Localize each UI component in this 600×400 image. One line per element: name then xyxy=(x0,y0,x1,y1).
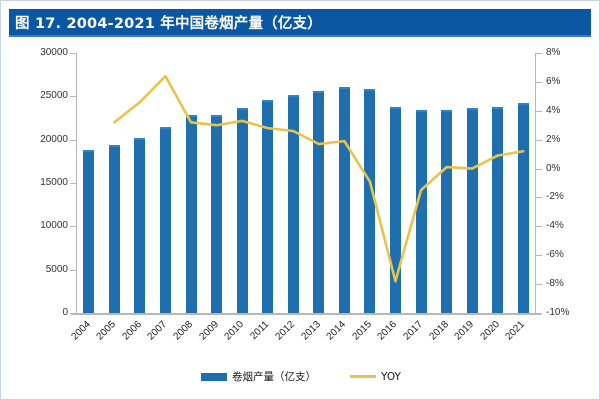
legend-item-production[interactable]: 卷烟产量（亿支） xyxy=(201,369,316,384)
page-title: 图 17. 2004-2021 年中国卷烟产量（亿支） xyxy=(15,15,322,32)
right-axis-tick-mark xyxy=(536,313,542,314)
figure-title-banner: 图 17. 2004-2021 年中国卷烟产量（亿支） xyxy=(9,9,591,35)
bar-2006[interactable] xyxy=(134,137,146,313)
x-axis-label-2010: 2010 xyxy=(222,319,247,343)
left-axis-tick-label: 20000 xyxy=(40,133,68,145)
right-axis-tick-mark xyxy=(536,255,542,257)
bar-2004[interactable] xyxy=(83,150,95,313)
bar-2014[interactable] xyxy=(338,86,350,313)
right-axis-tick-label: -2% xyxy=(546,191,564,203)
legend-item-yoy[interactable]: YOY xyxy=(350,371,401,383)
x-axis-label-2007: 2007 xyxy=(145,319,170,343)
x-axis-label-2012: 2012 xyxy=(273,319,298,343)
left-axis-tick-label: 10000 xyxy=(40,220,68,232)
chart-plot-wrapper: 2004 2005 2006 2007 2008 2009 2010 2011 2012 2013… xyxy=(1,41,600,371)
bar-2015[interactable] xyxy=(364,88,376,313)
legend-item-label: 卷烟产量（亿支） xyxy=(232,371,317,383)
right-axis-tick-mark xyxy=(536,197,542,199)
bar-swatch-icon xyxy=(201,372,228,381)
right-axis-tick-label: 0% xyxy=(546,162,561,174)
x-axis-label-2013: 2013 xyxy=(299,319,323,343)
bar-2011[interactable] xyxy=(262,99,274,313)
x-axis-label-2006: 2006 xyxy=(120,319,144,343)
bar-2010[interactable] xyxy=(236,107,248,313)
right-axis-tick-label: -6% xyxy=(546,249,564,261)
bar-2017[interactable] xyxy=(415,110,427,313)
bar-2013[interactable] xyxy=(313,91,325,313)
left-axis-tick-mark xyxy=(70,269,76,271)
x-axis-label-2019: 2019 xyxy=(452,319,477,343)
right-axis-tick-mark xyxy=(536,110,542,112)
left-axis-tick-mark xyxy=(70,183,76,184)
left-axis-tick-mark xyxy=(70,53,76,54)
left-axis-tick-mark xyxy=(70,139,76,141)
chart-legend: 卷烟产量（亿支） YOY xyxy=(1,369,600,384)
right-axis-tick-label: 8% xyxy=(546,47,561,58)
left-axis-tick-label: 30000 xyxy=(40,47,68,58)
x-axis-label-2015: 2015 xyxy=(350,319,374,343)
bar-series-layer xyxy=(76,53,536,313)
right-axis-tick-mark xyxy=(536,168,542,170)
right-axis-tick-mark xyxy=(536,81,542,83)
x-axis-label-2020: 2020 xyxy=(478,319,502,343)
x-axis-label-2016: 2016 xyxy=(375,319,400,343)
x-axis-label-2005: 2005 xyxy=(94,319,119,343)
left-axis-tick-label: 25000 xyxy=(40,90,68,102)
legend-item-label: YOY xyxy=(381,370,401,383)
right-axis-tick-label: -10% xyxy=(546,307,570,318)
right-axis-tick-label: 4% xyxy=(546,104,561,116)
x-axis-label-2017: 2017 xyxy=(401,319,426,343)
left-axis-tick-mark xyxy=(70,226,76,228)
bar-2005[interactable] xyxy=(108,144,120,313)
bar-2018[interactable] xyxy=(441,110,453,313)
left-axis-tick-label: 0 xyxy=(62,307,68,318)
bar-2007[interactable] xyxy=(159,126,171,313)
left-axis-tick-label: 15000 xyxy=(40,177,68,188)
right-axis-tick-mark xyxy=(536,53,542,54)
right-axis-tick-label: 6% xyxy=(546,75,561,87)
right-axis-tick-mark xyxy=(536,284,542,286)
bar-2008[interactable] xyxy=(185,115,197,313)
plot-area xyxy=(76,53,536,313)
x-axis-label-2018: 2018 xyxy=(427,319,451,343)
right-axis-tick-mark xyxy=(536,226,542,228)
right-axis-tick-label: -8% xyxy=(546,278,564,290)
x-axis-label-2004: 2004 xyxy=(69,319,93,343)
bar-2020[interactable] xyxy=(492,106,504,313)
x-axis-label-2014: 2014 xyxy=(324,319,349,343)
x-axis-label-2011: 2011 xyxy=(247,319,271,342)
bar-2009[interactable] xyxy=(211,114,223,313)
x-axis-label-2009: 2009 xyxy=(197,319,221,343)
left-axis-tick-mark xyxy=(70,96,76,98)
right-axis-tick-label: 2% xyxy=(546,133,561,145)
x-axis-label-2008: 2008 xyxy=(171,319,196,343)
bar-2016[interactable] xyxy=(389,106,401,313)
category-axis-line xyxy=(71,313,541,315)
bar-2012[interactable] xyxy=(287,94,299,313)
bar-2021[interactable] xyxy=(517,103,529,313)
title-underline xyxy=(9,35,591,37)
line-swatch-icon xyxy=(350,375,377,378)
right-axis-tick-label: -4% xyxy=(546,220,564,232)
bar-2019[interactable] xyxy=(466,108,478,313)
left-axis-tick-label: 5000 xyxy=(45,263,68,275)
left-axis-tick-mark xyxy=(70,313,76,314)
x-axis-label-2021: 2021 xyxy=(503,319,528,343)
right-axis-tick-mark xyxy=(536,139,542,141)
